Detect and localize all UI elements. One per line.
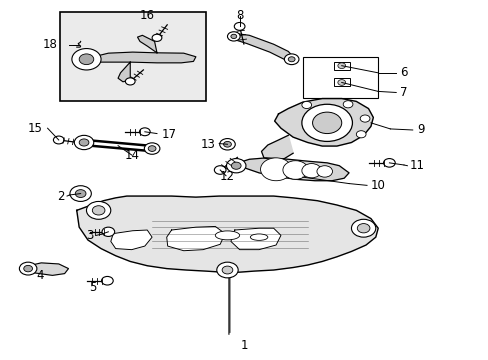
Polygon shape <box>261 135 292 160</box>
Polygon shape <box>26 263 68 275</box>
Circle shape <box>20 262 37 275</box>
Circle shape <box>53 136 64 144</box>
Bar <box>60 12 205 102</box>
Polygon shape <box>232 33 292 62</box>
Polygon shape <box>274 99 372 146</box>
Text: 6: 6 <box>399 66 407 79</box>
Circle shape <box>284 54 298 64</box>
Circle shape <box>102 276 113 285</box>
Circle shape <box>75 190 86 198</box>
Text: 13: 13 <box>200 138 215 151</box>
Polygon shape <box>234 158 348 181</box>
Circle shape <box>283 161 307 179</box>
Circle shape <box>102 227 115 237</box>
Polygon shape <box>137 35 157 53</box>
Bar <box>333 78 349 86</box>
Text: 5: 5 <box>89 282 96 294</box>
Circle shape <box>312 112 341 134</box>
Circle shape <box>79 54 94 64</box>
Circle shape <box>231 162 241 169</box>
Circle shape <box>24 265 32 272</box>
Ellipse shape <box>250 234 267 240</box>
Circle shape <box>234 22 244 30</box>
Text: 1: 1 <box>240 338 248 351</box>
Circle shape <box>357 224 369 233</box>
Polygon shape <box>230 228 281 249</box>
Text: 16: 16 <box>140 9 154 22</box>
Circle shape <box>360 115 369 122</box>
Text: 14: 14 <box>125 149 140 162</box>
Circle shape <box>86 202 111 219</box>
Circle shape <box>227 32 240 41</box>
Bar <box>302 57 377 98</box>
Circle shape <box>383 158 394 167</box>
Text: 4: 4 <box>37 269 44 282</box>
Circle shape <box>226 158 245 173</box>
Text: 3: 3 <box>86 229 94 242</box>
Circle shape <box>260 158 291 181</box>
Circle shape <box>301 163 321 178</box>
Circle shape <box>79 139 89 146</box>
Circle shape <box>356 131 366 138</box>
Circle shape <box>301 102 311 109</box>
Circle shape <box>351 219 375 237</box>
Circle shape <box>343 101 352 108</box>
Circle shape <box>139 128 150 136</box>
Text: 15: 15 <box>28 122 42 135</box>
Circle shape <box>92 206 105 215</box>
Polygon shape <box>77 196 377 272</box>
Ellipse shape <box>215 231 239 240</box>
Circle shape <box>219 139 235 150</box>
Bar <box>333 62 349 70</box>
Circle shape <box>216 262 238 278</box>
Circle shape <box>125 78 135 85</box>
Text: 10: 10 <box>370 179 385 192</box>
Text: 2: 2 <box>57 190 64 203</box>
Polygon shape <box>166 226 224 251</box>
Circle shape <box>230 34 236 39</box>
Circle shape <box>337 63 345 68</box>
Text: 18: 18 <box>42 39 57 51</box>
Text: 12: 12 <box>220 170 235 183</box>
Polygon shape <box>118 62 130 82</box>
Circle shape <box>70 186 91 202</box>
Text: 7: 7 <box>399 86 407 99</box>
Circle shape <box>72 49 101 70</box>
Circle shape <box>316 166 332 177</box>
Circle shape <box>144 143 160 154</box>
Circle shape <box>337 80 345 85</box>
Circle shape <box>287 57 294 62</box>
Circle shape <box>222 266 232 274</box>
Circle shape <box>74 135 94 150</box>
Text: 9: 9 <box>416 123 424 136</box>
Text: 8: 8 <box>236 9 243 22</box>
Circle shape <box>214 166 225 174</box>
Text: 17: 17 <box>162 128 177 141</box>
Circle shape <box>223 141 231 147</box>
Text: 11: 11 <box>409 159 424 172</box>
Circle shape <box>148 146 156 152</box>
Polygon shape <box>86 52 196 63</box>
Circle shape <box>152 34 162 41</box>
Polygon shape <box>111 230 152 249</box>
Circle shape <box>301 104 352 141</box>
